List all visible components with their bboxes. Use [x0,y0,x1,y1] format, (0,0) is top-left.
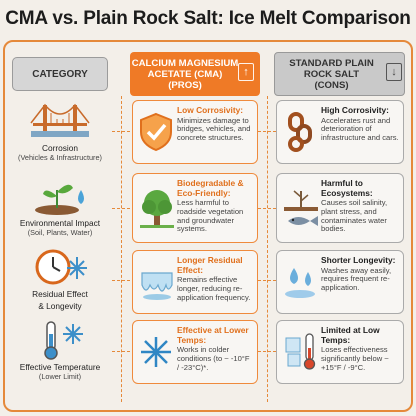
card-heading: Limited at Low Temps: [321,325,380,345]
card-body: Loses effectiveness significantly below … [321,345,389,372]
category-sublabel: & Longevity [38,301,82,311]
sprout-water-icon [35,184,84,215]
salt-card-corrosion: High Corrosivity: Accelerates rust and d… [276,100,404,164]
salt-header-line: (CONS) [314,79,349,91]
tree-icon [140,190,174,228]
connector-line [112,351,130,352]
category-label: Environmental Impact [19,218,101,228]
cma-header-line: CALCIUM MAGNESIUM [131,57,239,69]
cma-card-residual: Longer Residual Effect: Remains effectiv… [132,250,258,314]
cma-card-environment: Biodegradable & Eco-Friendly: Less harmf… [132,173,258,243]
category-sublabel: (Soil, Plants, Water) [27,228,93,237]
divider-line [267,96,268,402]
category-label: Corrosion [42,143,78,153]
connector-line [258,351,276,352]
shield-check-icon [140,112,172,152]
category-environment: Environmental Impact (Soil, Plants, Wate… [8,176,112,237]
salt-card-residual: Shorter Longevity: Washes away easily, r… [276,250,404,314]
cma-card-corrosion: Low Corrosivity: Minimizes damage to bri… [132,100,258,164]
card-heading: Longer Residual Effect: [177,255,243,275]
water-splash-icon [285,268,315,298]
card-body: Works in colder conditions (to ~ -10°F /… [177,345,250,372]
card-body: Minimizes damage to bridges, vehicles, a… [177,115,251,143]
card-heading: Effective at Lower Temps: [177,325,249,345]
thermometer-snowflake-icon [44,321,83,360]
cma-card-temperature: Effective at Lower Temps: Works in colde… [132,320,258,384]
connector-line [112,208,130,209]
category-sublabel: (Vehicles & Infrastructure) [18,153,102,162]
card-body: Washes away easily, requires frequent re… [321,265,392,293]
card-heading: Harmful to Ecosystems: [321,178,373,198]
melting-ice-icon [141,272,173,300]
connector-line [112,131,130,132]
dead-plant-fish-icon [284,190,318,226]
comparison-frame [3,40,413,412]
clock-snowflake-icon [35,249,87,285]
snowflake-icon [141,337,171,367]
category-residual: Residual Effect & Longevity [8,247,112,311]
thermometer-ice-icon [285,333,316,370]
card-heading: High Corrosivity: [321,105,389,115]
salt-header-line: ROCK SALT [303,68,360,80]
salt-card-temperature: Limited at Low Temps: Loses effectivenes… [276,320,404,384]
category-temperature: Effective Temperature (Lower Limit) [8,320,112,381]
cma-header-line: (PROS) [168,79,202,91]
card-heading: Shorter Longevity: [321,255,396,265]
category-label: Effective Temperature [19,362,101,372]
card-body: Remains effective longer, reducing re-ap… [177,275,251,302]
cma-header-line: ACETATE (CMA) [147,68,223,80]
card-heading: Low Corrosivity: [177,105,244,115]
arrow-down-icon: ↓ [386,63,402,81]
connector-line [258,131,276,132]
connector-line [258,280,276,281]
card-heading: Biodegradable & Eco-Friendly: [177,178,244,198]
divider-line [121,96,122,402]
card-body: Accelerates rust and deterioration of in… [321,115,399,143]
connector-line [112,280,130,281]
category-label: Residual Effect [32,289,88,299]
salt-header: STANDARD PLAIN ROCK SALT (CONS) [274,52,405,96]
page-title: CMA vs. Plain Rock Salt: Ice Melt Compar… [5,8,411,29]
rusty-chain-icon [288,112,312,152]
category-sublabel: (Lower Limit) [38,372,82,381]
arrow-up-icon: ↑ [238,63,254,81]
category-header: CATEGORY [12,57,108,91]
card-body: Causes soil salinity, plant stress, and … [321,198,388,234]
category-corrosion: Corrosion (Vehicles & Infrastructure) [8,101,112,162]
card-body: Less harmful to roadside vegetation and … [177,198,244,234]
salt-card-environment: Harmful to Ecosystems: Causes soil salin… [276,173,404,243]
bridge-icon [30,103,90,137]
salt-header-line: STANDARD PLAIN [289,57,374,69]
connector-line [258,208,276,209]
